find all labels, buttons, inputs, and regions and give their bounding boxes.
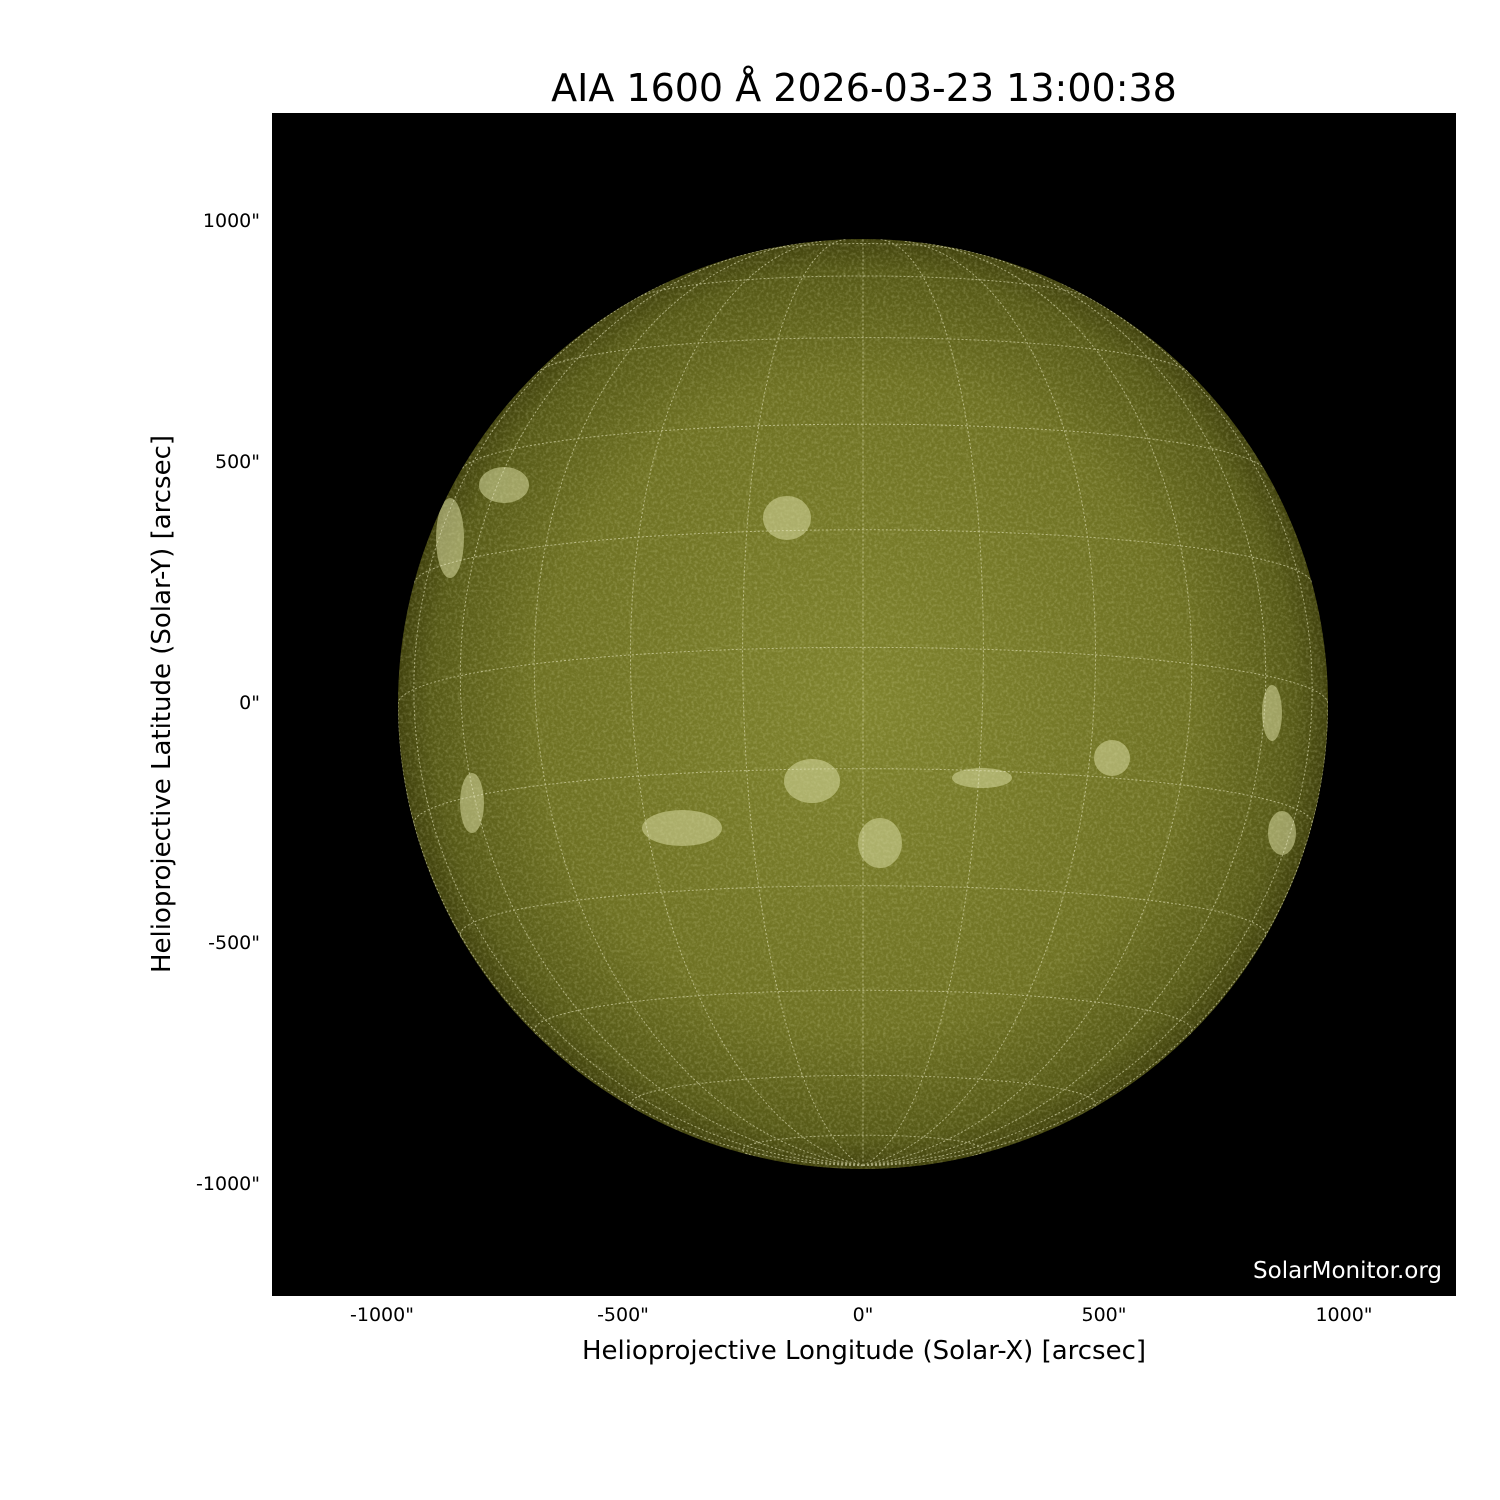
solar-image-axes: SolarMonitor.org [272, 113, 1456, 1296]
y-tick-label: 0" [239, 692, 260, 714]
active-region [1268, 811, 1296, 855]
active-region [460, 773, 484, 833]
x-tick-label: -500" [597, 1304, 649, 1326]
x-tick-label: 0" [852, 1304, 874, 1326]
x-tick-label: 1000" [1315, 1304, 1373, 1326]
active-region [858, 818, 902, 868]
grid-line [629, 1074, 1097, 1111]
y-tick-label: 500" [214, 451, 260, 473]
grid-line [459, 885, 1267, 939]
active-region [952, 768, 1012, 788]
x-tick-label: -1000" [350, 1304, 414, 1326]
grid-line [413, 282, 864, 1166]
grid-line [413, 529, 1313, 583]
active-region [1262, 685, 1282, 741]
grid-line [537, 337, 1189, 373]
grid-line [413, 768, 1313, 824]
y-tick-label: 1000" [202, 210, 260, 232]
y-tick-label: -500" [208, 932, 260, 954]
x-tick-label: 500" [1081, 1304, 1127, 1326]
solar-disk-image [398, 239, 1328, 1169]
active-region [479, 467, 529, 503]
grid-line [862, 242, 1193, 1166]
y-tick-label: -1000" [196, 1173, 260, 1195]
watermark: SolarMonitor.org [1253, 1258, 1442, 1284]
active-region [1094, 740, 1130, 776]
grid-line [742, 239, 864, 1166]
grid-line [742, 1134, 984, 1157]
active-region [784, 759, 840, 803]
grid-line [862, 282, 1313, 1166]
active-region [436, 498, 464, 578]
grid-line [862, 239, 984, 1166]
grid-line [862, 248, 1267, 1166]
active-region [763, 496, 811, 540]
active-region [642, 810, 722, 846]
y-axis-label: Helioprojective Latitude (Solar-Y) [arcs… [147, 434, 177, 974]
grid-line [533, 242, 864, 1166]
x-axis-label: Helioprojective Longitude (Solar-X) [arc… [581, 1336, 1147, 1366]
grid-line [462, 423, 1264, 469]
grid-line [459, 248, 864, 1166]
grid-line [533, 989, 1193, 1035]
plot-title: AIA 1600 Å 2026-03-23 13:00:38 [551, 66, 1177, 110]
